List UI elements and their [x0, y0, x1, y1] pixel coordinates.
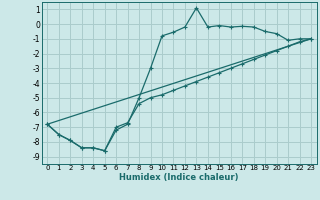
- X-axis label: Humidex (Indice chaleur): Humidex (Indice chaleur): [119, 173, 239, 182]
